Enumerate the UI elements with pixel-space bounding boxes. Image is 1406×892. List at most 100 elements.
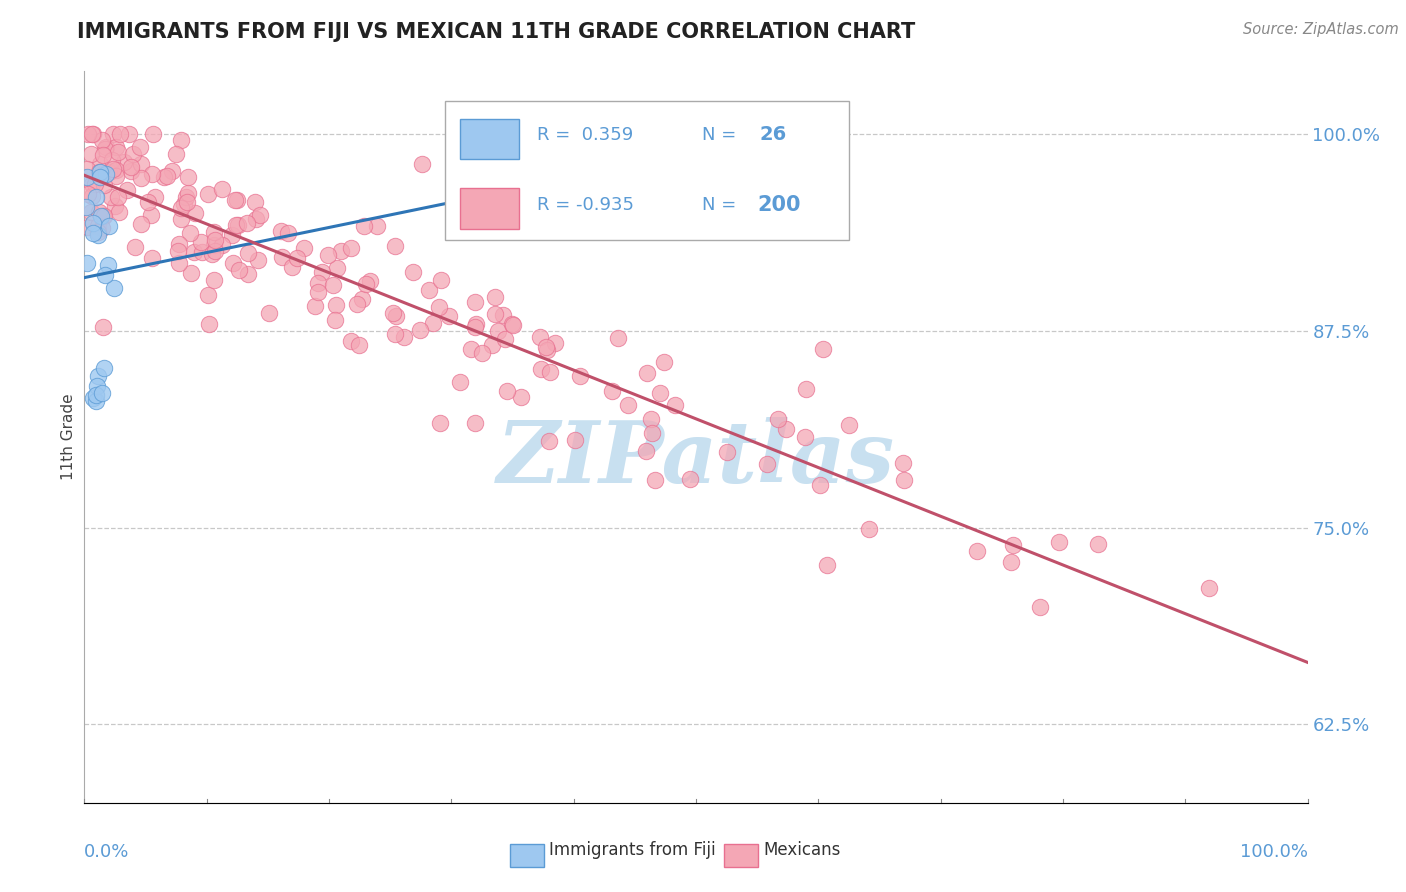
- Point: [91, 148, 114, 162]
- Point: [107, 205, 129, 219]
- Point: [183, 245, 205, 260]
- FancyBboxPatch shape: [446, 101, 849, 240]
- Point: [411, 157, 433, 171]
- Point: [536, 343, 558, 357]
- Point: [354, 277, 377, 291]
- Point: [141, 167, 163, 181]
- Point: [89, 204, 111, 219]
- Point: [340, 241, 363, 255]
- Point: [544, 335, 567, 350]
- Point: [197, 186, 219, 201]
- Point: [173, 197, 195, 211]
- Point: [204, 244, 226, 258]
- Point: [76, 161, 98, 176]
- Point: [636, 366, 658, 380]
- Point: [177, 170, 200, 185]
- Point: [224, 194, 246, 208]
- Point: [124, 240, 146, 254]
- Point: [501, 318, 523, 332]
- Point: [893, 473, 915, 487]
- Point: [101, 153, 124, 168]
- Point: [82, 226, 104, 240]
- FancyBboxPatch shape: [510, 844, 544, 867]
- Point: [271, 250, 294, 264]
- Point: [352, 292, 374, 306]
- Point: [496, 384, 519, 398]
- Point: [115, 183, 138, 197]
- Point: [340, 334, 363, 348]
- Point: [94, 140, 117, 154]
- Point: [222, 256, 245, 270]
- Point: [87, 226, 110, 240]
- Point: [80, 128, 103, 142]
- Point: [89, 165, 111, 179]
- Point: [201, 246, 224, 260]
- Point: [84, 177, 107, 191]
- Point: [138, 195, 160, 210]
- Point: [484, 290, 506, 304]
- Text: Immigrants from Fiji: Immigrants from Fiji: [550, 841, 716, 859]
- Point: [484, 307, 506, 321]
- Point: [325, 312, 347, 326]
- Text: R =  0.359: R = 0.359: [537, 126, 633, 144]
- Point: [91, 209, 114, 223]
- Point: [82, 128, 104, 142]
- Point: [766, 412, 789, 426]
- Point: [80, 189, 103, 203]
- Point: [198, 317, 221, 331]
- Point: [648, 386, 671, 401]
- Point: [180, 266, 202, 280]
- Point: [607, 331, 630, 345]
- Point: [77, 128, 100, 142]
- Point: [143, 190, 166, 204]
- Point: [170, 201, 193, 215]
- Point: [537, 434, 560, 448]
- Point: [225, 218, 247, 232]
- Point: [654, 355, 676, 369]
- Point: [502, 318, 524, 332]
- Point: [330, 244, 353, 258]
- Text: 100.0%: 100.0%: [1240, 843, 1308, 861]
- Point: [1047, 534, 1070, 549]
- Point: [644, 473, 666, 487]
- Point: [228, 263, 250, 277]
- Point: [170, 132, 193, 146]
- Point: [437, 309, 460, 323]
- Text: 200: 200: [758, 195, 800, 215]
- Point: [101, 128, 124, 142]
- Text: 0.0%: 0.0%: [84, 843, 129, 861]
- Point: [277, 226, 299, 240]
- Point: [162, 163, 184, 178]
- Point: [166, 244, 188, 259]
- Point: [359, 274, 381, 288]
- Point: [105, 140, 128, 154]
- Point: [568, 369, 591, 384]
- Point: [139, 208, 162, 222]
- Point: [165, 147, 187, 161]
- Point: [815, 558, 838, 572]
- Point: [98, 164, 121, 178]
- Point: [392, 330, 415, 344]
- Point: [93, 361, 115, 376]
- Point: [292, 242, 315, 256]
- Point: [93, 209, 115, 223]
- Text: Source: ZipAtlas.com: Source: ZipAtlas.com: [1243, 22, 1399, 37]
- Point: [101, 162, 124, 177]
- Point: [1001, 538, 1024, 552]
- Point: [76, 219, 98, 234]
- Point: [382, 306, 405, 320]
- Text: R = -0.935: R = -0.935: [537, 196, 634, 214]
- Point: [422, 316, 444, 330]
- Point: [536, 340, 558, 354]
- Point: [107, 145, 129, 160]
- Point: [464, 320, 486, 334]
- Point: [103, 281, 125, 295]
- Point: [94, 268, 117, 282]
- Point: [486, 324, 509, 338]
- Point: [366, 219, 388, 233]
- Point: [97, 219, 120, 233]
- Point: [191, 245, 214, 260]
- Point: [87, 227, 110, 242]
- Point: [120, 160, 142, 174]
- Point: [617, 398, 640, 412]
